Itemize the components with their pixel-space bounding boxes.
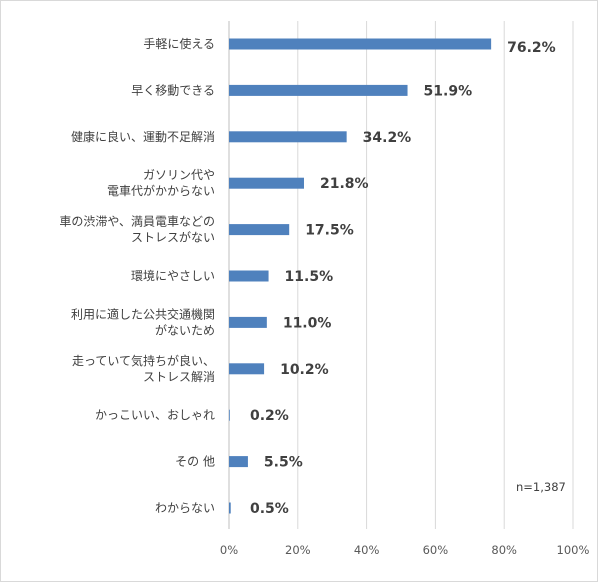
bar — [229, 38, 492, 50]
bar — [229, 409, 230, 421]
category-label: ガソリン代や電車代がかからない — [107, 168, 215, 198]
data-label: 11.5% — [285, 269, 334, 285]
category-labels: 手軽に使える早く移動できる健康に良い、運動不足解消ガソリン代や電車代がかからない… — [59, 36, 215, 515]
data-label: 51.9% — [424, 83, 473, 99]
x-tick-label: 60% — [423, 543, 449, 557]
category-label: かっこいい、おしゃれ — [95, 408, 215, 422]
category-label: 手軽に使える — [143, 36, 215, 51]
bar — [229, 224, 290, 236]
bars — [229, 38, 492, 514]
x-tick-label: 20% — [285, 543, 311, 557]
data-label: 0.2% — [250, 408, 289, 424]
category-label: 走っていて気持ちが良い、ストレス解消 — [72, 353, 215, 384]
data-label: 34.2% — [363, 130, 412, 146]
category-label: その 他 — [175, 455, 215, 469]
data-label: 76.2% — [507, 40, 556, 56]
category-label: わからない — [155, 501, 215, 515]
data-label: 0.5% — [250, 501, 289, 517]
category-label: 車の渋滞や、満員電車などのストレスがない — [59, 215, 215, 245]
bar — [229, 131, 347, 143]
sample-size-note: n=1,387 — [516, 480, 566, 494]
bar — [229, 316, 267, 328]
bar — [229, 177, 304, 189]
x-tick-labels: 0% 20% 40% 60% 80% 100% — [220, 543, 590, 557]
bar — [229, 456, 248, 468]
data-label: 11.0% — [283, 315, 332, 331]
bar — [229, 363, 265, 375]
bar — [229, 502, 231, 514]
grid-lines — [228, 21, 574, 529]
bar — [229, 270, 269, 282]
data-label: 5.5% — [264, 455, 303, 471]
x-tick-label: 0% — [220, 543, 238, 557]
data-label: 17.5% — [305, 223, 354, 239]
category-label: 早く移動できる — [131, 83, 215, 97]
bar — [229, 84, 408, 96]
category-label: 健康に良い、運動不足解消 — [71, 129, 215, 144]
x-tick-label: 80% — [491, 543, 517, 557]
x-tick-label: 100% — [557, 543, 590, 557]
category-label: 利用に適した公共交通機関がないため — [71, 306, 215, 337]
category-label: 環境にやさしい — [131, 268, 215, 283]
value-labels: 76.2% 51.9% 34.2% 21.8% 17.5% 11.5% 11.0% 10.2%… — [250, 40, 556, 517]
data-label: 21.8% — [320, 176, 369, 192]
x-tick-label: 40% — [354, 543, 380, 557]
data-label: 10.2% — [280, 362, 329, 378]
